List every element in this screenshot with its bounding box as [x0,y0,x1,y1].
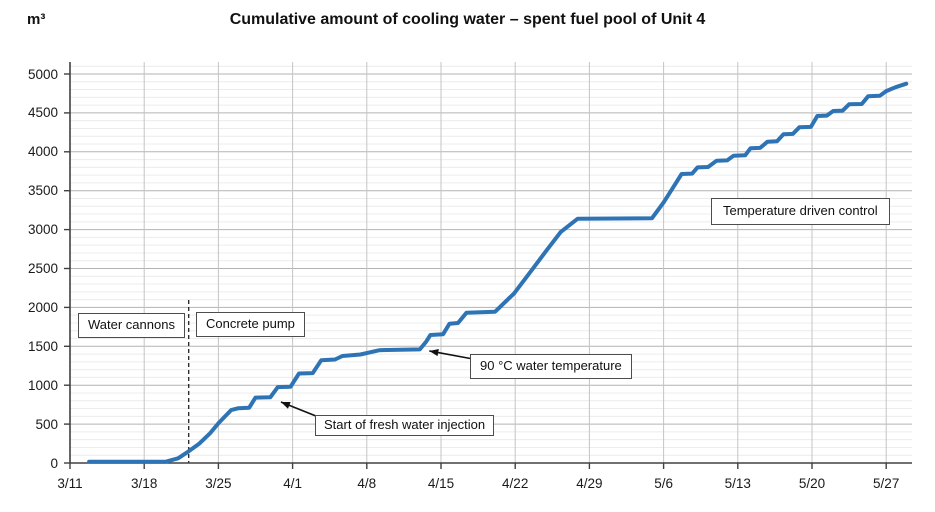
x-tick-label: 3/18 [131,476,158,491]
annotation-arrowhead [429,349,439,357]
x-tick-label: 4/15 [427,476,455,491]
y-tick-label: 500 [35,416,58,432]
y-tick-label: 5000 [27,66,58,82]
y-tick-label: 4000 [27,144,58,160]
x-tick-label: 4/22 [502,476,529,491]
x-tick-label: 5/20 [798,476,826,491]
x-tick-label: 5/13 [724,476,751,491]
y-tick-label: 3000 [27,222,58,238]
x-tick-label: 4/1 [283,476,302,491]
annotation-start-fresh-water-injection: Start of fresh water injection [315,415,495,436]
x-tick-label: 4/8 [357,476,377,491]
annotation-arrowhead [280,402,291,409]
y-tick-label: 2500 [27,261,58,276]
y-tick-label: 1000 [27,377,58,393]
y-tick-label: 1500 [27,338,58,354]
x-tick-label: 3/25 [205,476,232,491]
annotation-temperature-driven-control: Temperature driven control [711,198,890,225]
annotation-water-cannons: Water cannons [78,313,185,338]
x-tick-label: 4/29 [576,476,603,491]
annotation-concrete-pump: Concrete pump [196,312,305,337]
y-axis-unit-label: m³ [27,11,46,28]
x-tick-label: 5/6 [654,476,673,491]
chart-title: Cumulative amount of cooling water – spe… [229,11,706,28]
x-tick-label: 3/11 [57,476,83,491]
y-tick-label: 2000 [27,299,58,315]
data-line-series [87,81,909,464]
x-tick-label: 5/27 [873,476,900,491]
annotation-90c-water-temperature: 90 °C water temperature [470,354,632,379]
y-tick-label: 0 [50,455,58,471]
y-tick-label: 4500 [27,105,58,121]
y-tick-label: 3500 [27,183,58,199]
